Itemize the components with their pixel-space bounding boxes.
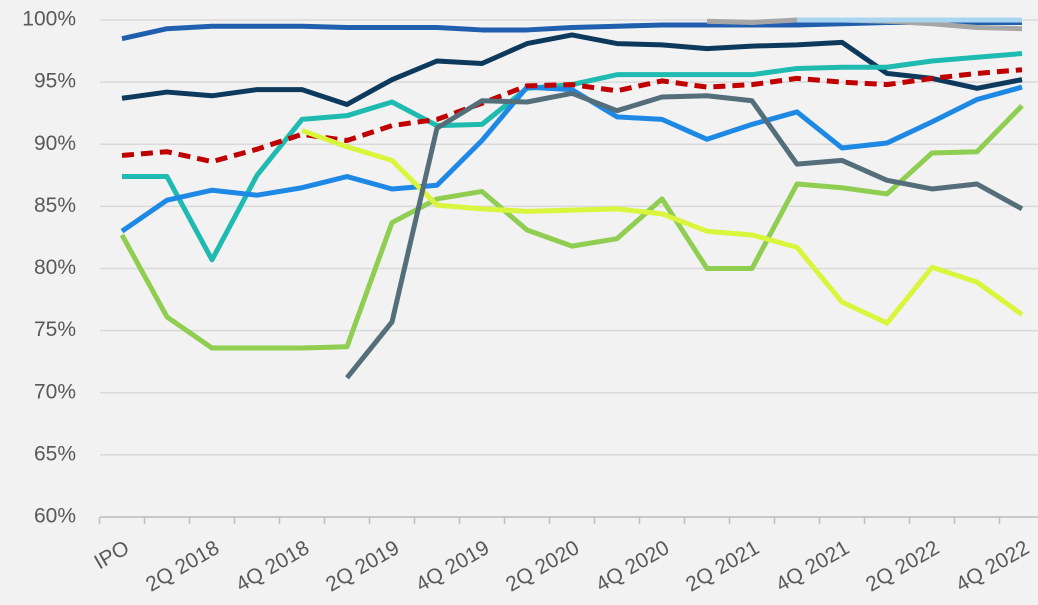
series-line bbox=[345, 90, 1024, 380]
series-line bbox=[121, 32, 1023, 107]
series-line bbox=[120, 84, 1023, 234]
x-tick-label: 4Q 2022 bbox=[952, 536, 1033, 596]
y-tick-label: 75% bbox=[34, 318, 76, 341]
x-tick-label: 4Q 2019 bbox=[412, 536, 493, 596]
x-tick-label: 4Q 2018 bbox=[232, 536, 313, 596]
y-tick-label: 85% bbox=[34, 194, 76, 217]
x-tick-label: 2Q 2021 bbox=[682, 536, 763, 596]
x-tick-label: 4Q 2021 bbox=[772, 536, 853, 596]
x-tick-label: 2Q 2018 bbox=[142, 536, 223, 596]
y-tick-label: 100% bbox=[22, 8, 76, 31]
x-tick-label: 2Q 2019 bbox=[322, 536, 403, 596]
x-tick-label: IPO bbox=[90, 536, 133, 574]
x-tick-label: 2Q 2022 bbox=[862, 536, 943, 596]
y-tick-label: 90% bbox=[34, 132, 76, 155]
y-tick-label: 60% bbox=[34, 505, 76, 528]
series-line bbox=[301, 128, 1024, 326]
series-line bbox=[121, 67, 1023, 165]
y-tick-label: 80% bbox=[34, 256, 76, 279]
x-tick-label: 2Q 2020 bbox=[502, 536, 583, 596]
y-tick-label: 95% bbox=[34, 70, 76, 93]
y-tick-label: 70% bbox=[34, 380, 76, 403]
x-tick-label: 4Q 2020 bbox=[592, 536, 673, 596]
y-tick-label: 65% bbox=[34, 442, 76, 465]
series-line bbox=[119, 103, 1024, 351]
